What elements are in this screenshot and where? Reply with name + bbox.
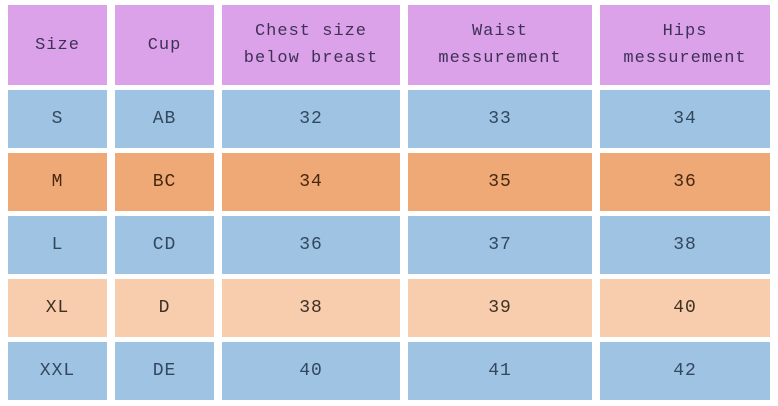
table-cell: AB xyxy=(152,109,177,129)
table-cell: 37 xyxy=(488,235,512,255)
table-cell: 36 xyxy=(673,172,697,192)
header-line: messurement xyxy=(623,49,747,68)
table-cell: DE xyxy=(152,361,177,381)
table-row: L CD 36 37 38 xyxy=(8,216,770,274)
column-header-hips: Hips messurement xyxy=(600,5,770,85)
table-cell: S xyxy=(51,109,64,129)
table-row: XXL DE 40 41 42 xyxy=(8,342,770,400)
table-cell: CD xyxy=(152,235,177,255)
header-line: Hips xyxy=(662,22,708,41)
table-cell: XL xyxy=(45,298,70,318)
table-cell: 36 xyxy=(299,235,323,255)
table-cell: 38 xyxy=(673,235,697,255)
table-cell: BC xyxy=(152,172,177,192)
table-cell: D xyxy=(158,298,171,318)
table-cell: 39 xyxy=(488,298,512,318)
header-line: messurement xyxy=(438,49,562,68)
column-header-waist: Waist messurement xyxy=(408,5,592,85)
column-header-chest: Chest size below breast xyxy=(222,5,400,85)
table-cell: 40 xyxy=(673,298,697,318)
table-cell: 34 xyxy=(673,109,697,129)
table-cell: 32 xyxy=(299,109,323,129)
table-cell: XXL xyxy=(39,361,76,381)
header-line: Waist xyxy=(471,22,528,41)
table-row: S AB 32 33 34 xyxy=(8,90,770,148)
table-row: M BC 34 35 36 xyxy=(8,153,770,211)
table-cell: L xyxy=(51,235,64,255)
table-cell: 33 xyxy=(488,109,512,129)
table-cell: 42 xyxy=(673,361,697,381)
column-header-size: Size xyxy=(8,5,107,85)
header-line: Size xyxy=(35,35,80,55)
table-cell: 35 xyxy=(488,172,512,192)
table-cell: M xyxy=(51,172,64,192)
table-cell: 38 xyxy=(299,298,323,318)
table-row: XL D 38 39 40 xyxy=(8,279,770,337)
header-line: below breast xyxy=(243,49,379,68)
table-cell: 40 xyxy=(299,361,323,381)
header-row: Size Cup Chest size below breast Waist m… xyxy=(8,5,770,85)
header-line: Chest size xyxy=(254,22,368,41)
table-cell: 34 xyxy=(299,172,323,192)
column-header-cup: Cup xyxy=(115,5,214,85)
table-cell: 41 xyxy=(488,361,512,381)
header-line: Cup xyxy=(147,35,182,55)
